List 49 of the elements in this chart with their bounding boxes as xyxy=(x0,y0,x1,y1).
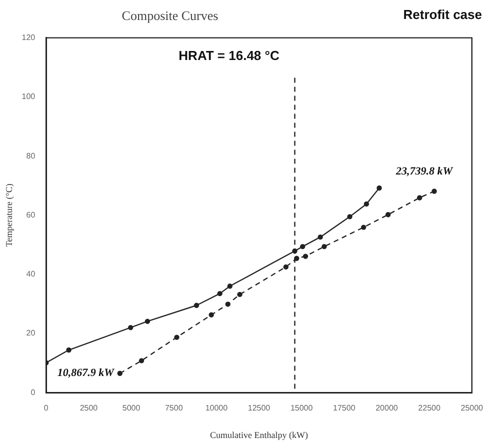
point xyxy=(347,214,352,220)
x-tick-label: 7500 xyxy=(164,404,184,413)
point xyxy=(194,302,200,308)
x-tick-label: 0 xyxy=(44,404,49,413)
y-axis-title: Temperature (°C) xyxy=(4,184,14,247)
x-tick-label: 20000 xyxy=(376,404,398,413)
y-tick-label: 40 xyxy=(26,270,36,279)
x-tick-label: 12500 xyxy=(248,404,271,413)
y-tick-label: 100 xyxy=(22,92,36,102)
point xyxy=(432,188,437,194)
x-tick-label: 17500 xyxy=(333,404,356,413)
point xyxy=(302,254,308,259)
point xyxy=(364,201,370,207)
y-tick-label: 20 xyxy=(26,328,36,338)
x-tick-label: 22500 xyxy=(418,404,441,413)
point xyxy=(138,358,144,364)
x-axis-title: Cumulative Enthalpy (kW) xyxy=(210,430,308,440)
point xyxy=(174,334,180,340)
annotation: 10,867.9 kW xyxy=(57,367,116,380)
point xyxy=(66,347,72,353)
x-tick-label: 15000 xyxy=(290,404,314,413)
point xyxy=(322,244,327,250)
point xyxy=(318,234,323,240)
point xyxy=(283,264,289,270)
point xyxy=(225,302,230,307)
x-tick-label: 10000 xyxy=(205,404,228,413)
x-tick-label: 2500 xyxy=(80,404,98,413)
x-tick-label: 5000 xyxy=(122,404,141,413)
point xyxy=(217,290,222,296)
point xyxy=(144,318,150,324)
y-tick-label: 60 xyxy=(26,210,36,220)
point xyxy=(417,195,422,200)
annotation: HRAT = 16.48 °C xyxy=(178,48,280,63)
point xyxy=(300,244,306,250)
point xyxy=(128,324,134,330)
y-tick-label: 80 xyxy=(26,151,36,160)
point xyxy=(385,212,391,218)
chart-subtitle: Retrofit case xyxy=(403,7,482,22)
x-tick-label: 25000 xyxy=(460,404,484,413)
point xyxy=(208,312,214,318)
point xyxy=(227,284,232,289)
point xyxy=(360,224,366,230)
point xyxy=(376,185,382,191)
chart-title: Composite Curves xyxy=(120,8,220,24)
point xyxy=(237,292,242,298)
annotation: 23,739.8 kW xyxy=(394,166,454,178)
y-tick-label: 0 xyxy=(30,388,36,397)
y-tick-label: 120 xyxy=(22,33,36,42)
point xyxy=(117,370,122,376)
